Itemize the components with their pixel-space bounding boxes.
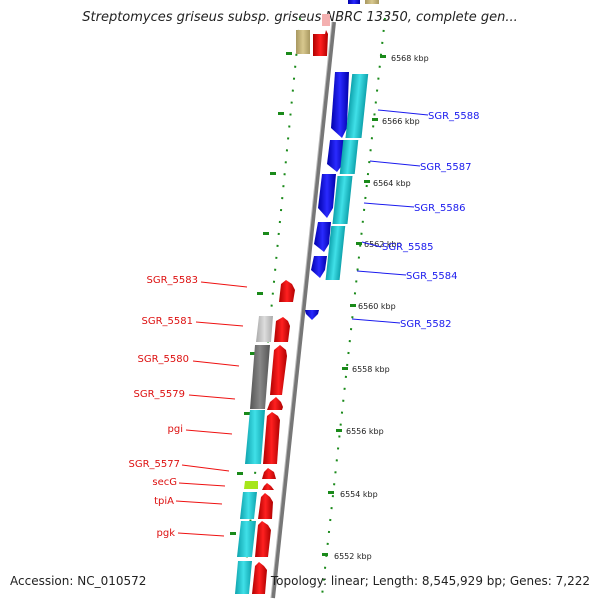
scale-ticks (230, 52, 386, 556)
cyan-cds-lower-4[interactable] (235, 561, 252, 594)
left-boundary-dots (242, 17, 301, 597)
gene-label-SGR_5577[interactable]: SGR_5577 (129, 459, 181, 470)
reverse-gene-blocks[interactable] (252, 280, 295, 594)
gene-block-SGR_5587[interactable] (327, 140, 345, 172)
gene-block-SGR_5579[interactable] (267, 397, 283, 410)
reverse-leaders (175, 281, 248, 537)
gene-block-SGR_5580[interactable] (270, 345, 287, 395)
gene-label-SGR_5584[interactable]: SGR_5584 (406, 271, 458, 282)
gene-label-SGR_5585[interactable]: SGR_5585 (382, 242, 434, 253)
gene-block-pgk[interactable] (255, 521, 271, 557)
feature-light-gray[interactable] (256, 316, 273, 342)
gene-label-SGR_5588[interactable]: SGR_5588 (428, 111, 480, 122)
scale-label-6558: 6558 kbp (352, 365, 390, 374)
cyan-cds-lower-3[interactable] (237, 521, 256, 557)
genome-title: Streptomyces griseus subsp. griseus NBRC… (82, 10, 518, 25)
cyan-cds-lower-2[interactable] (240, 492, 257, 519)
gene-label-SGR_5587[interactable]: SGR_5587 (420, 162, 472, 173)
gene-block-SGR_5584[interactable] (311, 256, 327, 278)
scale-label-6564: 6564 kbp (373, 179, 411, 188)
feature-green[interactable] (244, 481, 258, 489)
gene-block-SGR_5583[interactable] (279, 280, 295, 302)
scale-label-6568: 6568 kbp (391, 54, 429, 63)
forward-leaders (351, 109, 429, 324)
scale-label-6566: 6566 kbp (382, 117, 420, 126)
gene-label-secG[interactable]: secG (152, 477, 177, 488)
gene-block-SGR_5581[interactable] (274, 317, 290, 342)
gene-block-SGR_5586[interactable] (318, 174, 336, 218)
scale-label-6560: 6560 kbp (358, 302, 396, 311)
gene-block-pgi[interactable] (263, 412, 280, 464)
gene-label-pgi[interactable]: pgi (168, 424, 183, 435)
reverse-gene-top[interactable] (313, 30, 328, 56)
gene-label-SGR_5580[interactable]: SGR_5580 (138, 354, 190, 365)
gene-label-SGR_5579[interactable]: SGR_5579 (134, 389, 186, 400)
gene-block-SGR_5577[interactable] (262, 468, 276, 479)
scale-label-6554: 6554 kbp (340, 490, 378, 499)
cyan-cds-lower-1[interactable] (245, 410, 265, 464)
gene-label-SGR_5581[interactable]: SGR_5581 (142, 316, 194, 327)
reverse-gene-labels[interactable]: SGR_5583 SGR_5581 SGR_5580 SGR_5579 pgi … (129, 275, 199, 539)
gene-block-tpiA[interactable] (258, 493, 273, 519)
gene-block-SGR_5588[interactable] (331, 72, 349, 138)
genome-axis (271, 21, 336, 599)
genome-summary-label: Topology: linear; Length: 8,545,929 bp; … (270, 574, 590, 588)
scale-label-6556: 6556 kbp (346, 427, 384, 436)
pseudo-feature-top[interactable] (296, 30, 310, 54)
gene-block-SGR_5585[interactable] (314, 222, 331, 252)
feature-dark-gray[interactable] (250, 345, 270, 409)
scale-label-6552: 6552 kbp (334, 552, 372, 561)
accession-label: Accession: NC_010572 (10, 574, 147, 588)
gene-label-SGR_5586[interactable]: SGR_5586 (414, 203, 466, 214)
scale-label-6562: 6562 kbp (364, 240, 402, 249)
forward-gene-labels[interactable]: SGR_5588 SGR_5587 SGR_5586 SGR_5585 SGR_… (382, 111, 480, 330)
gene-label-SGR_5582[interactable]: SGR_5582 (400, 319, 452, 330)
right-boundary-dots (321, 17, 386, 597)
gene-label-tpiA[interactable]: tpiA (154, 496, 174, 507)
gene-label-pgk[interactable]: pgk (157, 528, 176, 539)
forward-gene-blocks[interactable] (305, 72, 349, 320)
cyan-cds-upper[interactable] (325, 74, 369, 280)
gene-label-SGR_5583[interactable]: SGR_5583 (147, 275, 199, 286)
gene-block-SGR_5582[interactable] (305, 310, 319, 320)
gene-block-secG[interactable] (262, 483, 274, 490)
